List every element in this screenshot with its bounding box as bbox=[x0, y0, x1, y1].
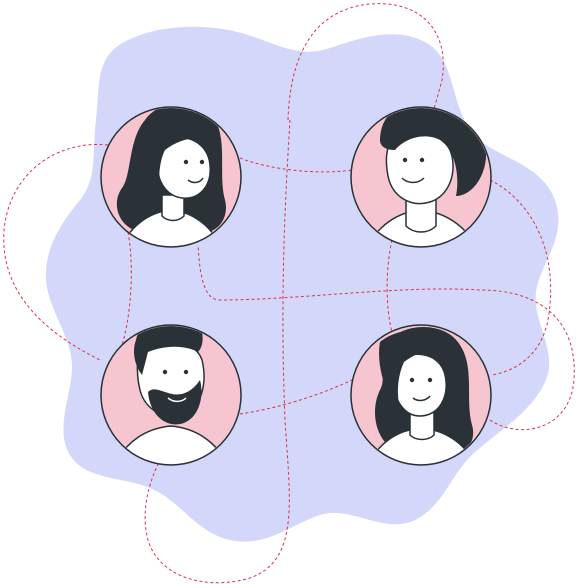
connector-right-loop bbox=[197, 179, 575, 431]
connector-top bbox=[239, 157, 353, 173]
neck bbox=[161, 194, 185, 222]
avatar-woman-wavy-hair bbox=[350, 324, 492, 466]
connector-lines bbox=[3, 3, 575, 584]
avatar-man-beard bbox=[100, 324, 242, 466]
beard bbox=[148, 380, 202, 425]
hair bbox=[380, 108, 487, 196]
neck bbox=[409, 409, 435, 441]
avatar-woman-long-hair bbox=[100, 106, 242, 248]
avatar-man-curly-hair bbox=[350, 106, 492, 248]
connector-bottom bbox=[239, 379, 353, 415]
connector-left-loop bbox=[3, 143, 109, 361]
background-blob bbox=[45, 26, 559, 542]
connector-right bbox=[386, 239, 393, 333]
connector-left bbox=[121, 231, 132, 346]
